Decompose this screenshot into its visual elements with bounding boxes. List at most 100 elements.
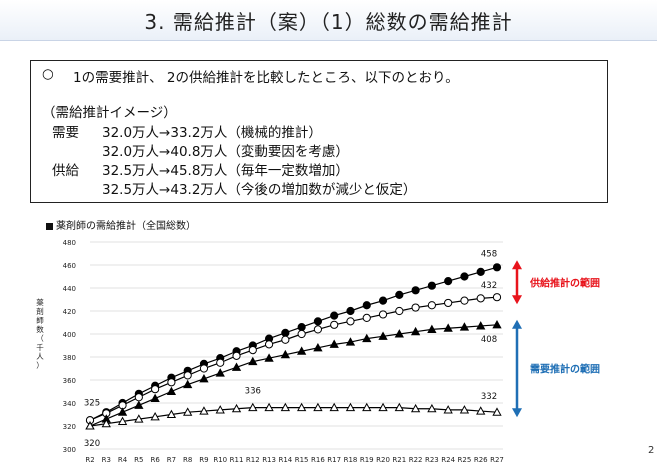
data-point <box>296 346 307 355</box>
data-point <box>329 339 339 348</box>
data-point <box>313 325 323 334</box>
data-point <box>378 310 388 319</box>
data-point <box>101 418 111 428</box>
data-point <box>183 379 193 389</box>
data-point <box>313 402 323 412</box>
data-point <box>492 263 502 272</box>
chart-title: 薬剤師の需給推計（全国総数） <box>46 217 196 232</box>
series-line <box>89 324 498 427</box>
data-point <box>410 403 421 413</box>
data-point <box>183 407 193 416</box>
data-point <box>427 324 437 333</box>
x-tick-label: R22 <box>409 456 423 464</box>
x-tick-label: R8 <box>183 456 192 464</box>
y-axis-label-char: 千 <box>36 342 44 352</box>
data-point <box>492 293 502 302</box>
data-point <box>264 340 274 349</box>
data-point <box>248 356 258 366</box>
data-point <box>281 335 290 344</box>
data-point <box>492 407 502 416</box>
data-point <box>330 320 339 329</box>
supply-line-2: 32.5万人→43.2万人（今後の増加数が減少と仮定） <box>102 182 417 198</box>
data-point <box>248 346 257 355</box>
data-point <box>330 311 339 320</box>
x-tick-label: R6 <box>150 456 160 464</box>
data-point <box>134 393 143 402</box>
x-tick-label: R20 <box>376 456 390 464</box>
data-point <box>297 323 306 332</box>
data-point <box>476 321 486 330</box>
x-tick-label: R21 <box>392 456 406 464</box>
data-point <box>427 301 436 310</box>
summary-box <box>30 60 608 203</box>
y-tick-label: 400 <box>63 331 76 339</box>
series-line <box>89 266 498 421</box>
page-number: 2 <box>648 445 655 456</box>
range-arrow-head-up <box>512 319 522 329</box>
series-line <box>89 407 498 427</box>
x-tick-label: R24 <box>441 456 455 464</box>
data-point <box>476 406 486 415</box>
data-point <box>232 351 241 360</box>
data-point <box>444 298 453 308</box>
demand-label: 需要 <box>52 125 79 141</box>
data-point <box>362 402 372 412</box>
data-point <box>134 400 144 409</box>
data-point <box>346 317 355 326</box>
data-point <box>296 402 307 412</box>
data-point <box>215 405 225 414</box>
data-point <box>345 337 356 346</box>
data-label: 408 <box>481 335 497 345</box>
x-tick-label: R18 <box>344 456 358 464</box>
data-point <box>411 303 420 312</box>
data-point <box>297 329 306 339</box>
data-point <box>150 411 160 421</box>
range-arrow-head-down <box>512 408 522 418</box>
data-point <box>427 403 437 413</box>
data-point <box>444 277 453 286</box>
data-label: 332 <box>481 392 497 402</box>
x-tick-label: R15 <box>295 456 309 464</box>
chart-title-text: 薬剤師の需給推計（全国総数） <box>56 221 196 232</box>
data-point <box>459 405 470 414</box>
title-bar: 3. 需給推計（案）（1）総数の需給推計 <box>0 0 657 41</box>
data-point <box>199 364 209 373</box>
x-tick-label: R14 <box>278 456 292 464</box>
data-point <box>280 349 291 359</box>
data-point <box>378 402 388 412</box>
y-tick-label: 380 <box>63 354 76 362</box>
data-point <box>281 328 290 337</box>
data-point <box>443 405 453 414</box>
data-point <box>476 294 485 303</box>
data-point <box>362 333 372 343</box>
data-point <box>313 317 323 326</box>
y-tick-label: 420 <box>63 308 76 316</box>
data-point <box>199 406 209 415</box>
data-point <box>134 414 144 423</box>
y-tick-label: 440 <box>63 285 76 293</box>
data-point <box>117 407 128 416</box>
range-arrow-head-up <box>512 260 522 270</box>
data-label: 336 <box>245 387 261 397</box>
y-tick-label: 460 <box>63 262 76 270</box>
data-point <box>215 368 225 377</box>
x-tick-label: R3 <box>102 456 111 464</box>
y-axis-label-char: ） <box>36 361 44 370</box>
data-point <box>216 358 225 367</box>
data-point <box>411 286 420 295</box>
title-square-icon <box>46 222 53 230</box>
x-tick-label: R23 <box>425 456 439 464</box>
data-point <box>167 378 176 387</box>
data-point <box>395 306 404 316</box>
x-tick-label: R27 <box>490 456 504 464</box>
data-label: 432 <box>481 281 497 291</box>
x-tick-label: R12 <box>246 456 260 464</box>
y-axis-label-char: （ <box>36 334 44 343</box>
supply-line-1: 32.5万人→45.8万人（毎年一定数増加） <box>102 163 349 179</box>
data-point <box>378 331 388 340</box>
range-arrow-head-down <box>512 295 522 305</box>
data-point <box>248 402 258 412</box>
data-point <box>362 313 371 322</box>
x-tick-label: R5 <box>134 456 143 464</box>
